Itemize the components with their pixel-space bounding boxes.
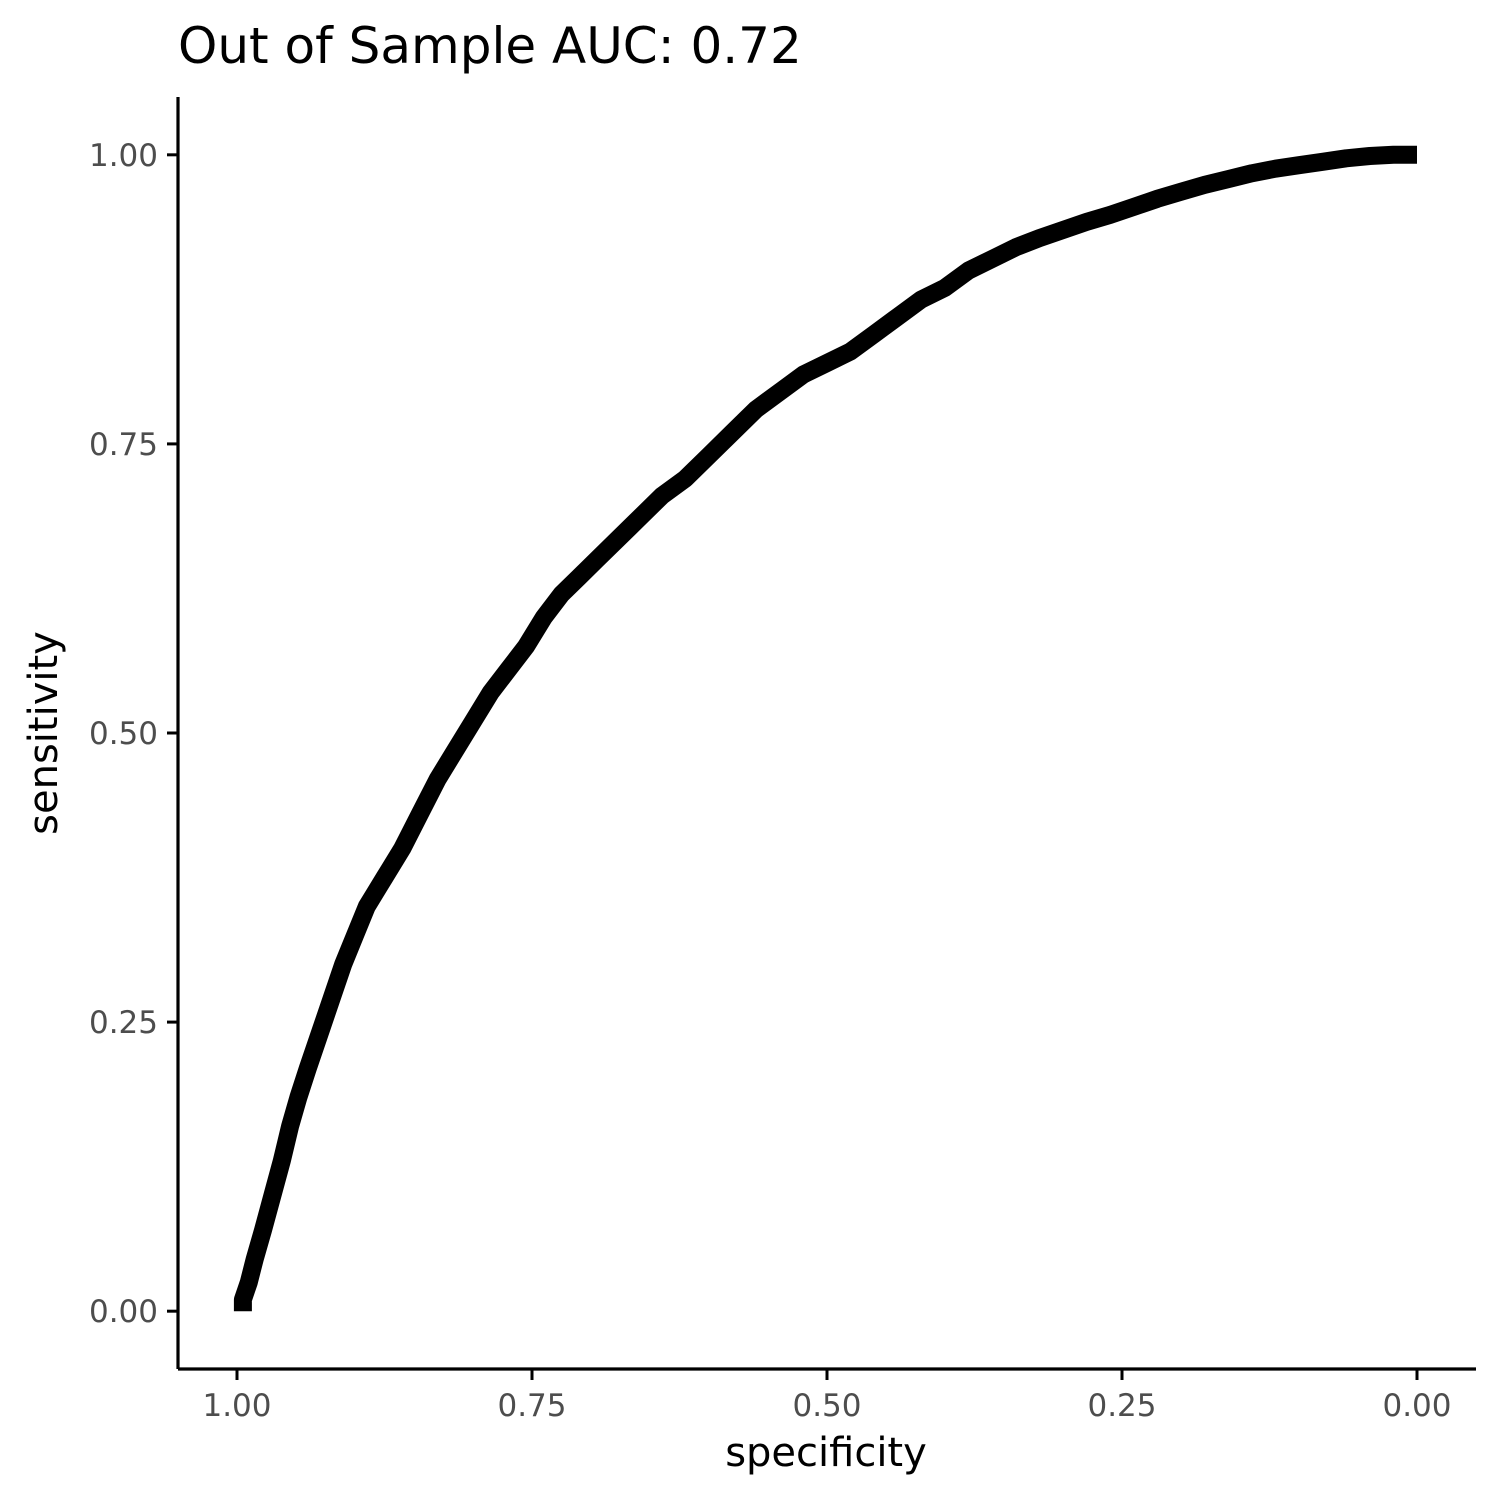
- y-tick-label: 0.25: [89, 1005, 158, 1041]
- roc-curve-line: [233, 145, 1417, 1312]
- y-tick-label: 0.00: [89, 1294, 158, 1330]
- y-axis-ticks: 0.00 0.25 0.50 0.75 1.00: [89, 138, 178, 1330]
- x-axis-label: specificity: [725, 1430, 927, 1476]
- x-tick-label: 0.00: [1382, 1388, 1451, 1424]
- y-tick-label: 0.50: [89, 716, 158, 752]
- x-tick-label: 0.50: [792, 1388, 861, 1424]
- plot-area: [233, 145, 1417, 1312]
- chart-title: Out of Sample AUC: 0.72: [178, 17, 802, 75]
- y-tick-label: 0.75: [89, 427, 158, 463]
- x-tick-label: 0.25: [1087, 1388, 1156, 1424]
- x-tick-label: 0.75: [497, 1388, 566, 1424]
- y-axis-label: sensitivity: [21, 631, 67, 835]
- x-axis-ticks: 1.00 0.75 0.50 0.25 0.00: [202, 1369, 1452, 1424]
- y-tick-label: 1.00: [89, 138, 158, 174]
- x-tick-label: 1.00: [202, 1388, 271, 1424]
